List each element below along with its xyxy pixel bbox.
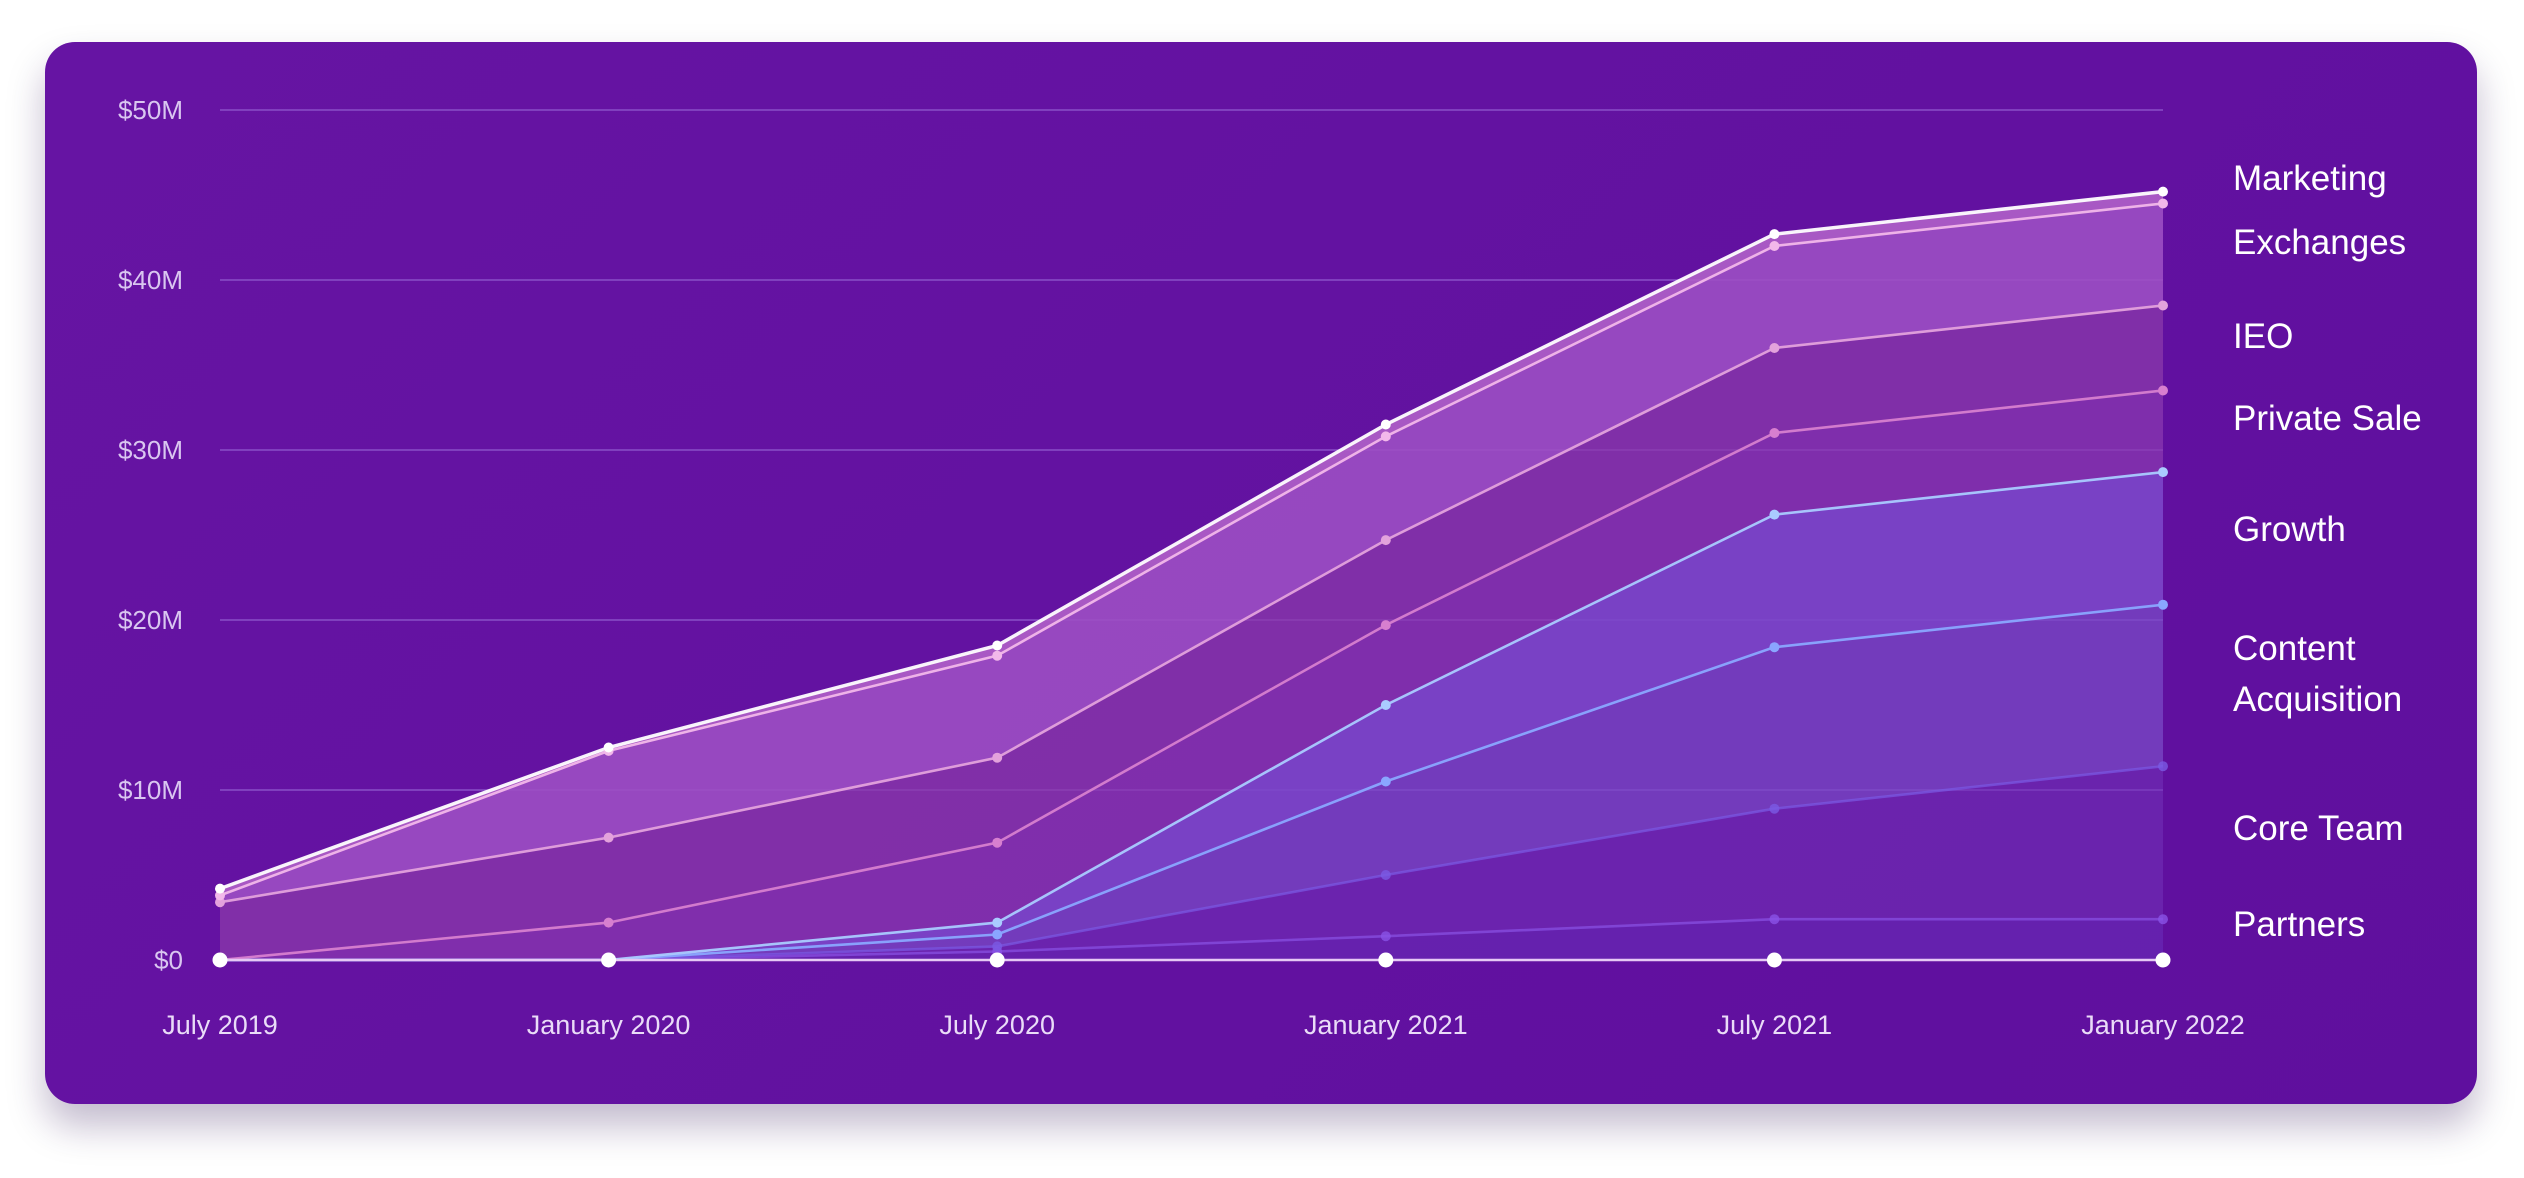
data-point bbox=[992, 650, 1003, 661]
area-bands bbox=[220, 191, 2163, 960]
data-point bbox=[603, 832, 614, 843]
area-ieo bbox=[220, 305, 2163, 960]
legend-item: Partners bbox=[2233, 905, 2365, 944]
legend-item: Marketing bbox=[2233, 159, 2387, 198]
data-point bbox=[1769, 509, 1780, 520]
y-tick-label: $0 bbox=[154, 945, 183, 975]
baseline-point bbox=[989, 952, 1005, 968]
data-point bbox=[992, 752, 1003, 763]
data-point bbox=[2158, 761, 2168, 772]
baseline-point bbox=[212, 952, 228, 968]
data-point bbox=[1380, 776, 1391, 787]
y-tick-label: $50M bbox=[118, 95, 183, 125]
y-axis-ticks: $0 $10M $20M $30M $40M $50M bbox=[118, 95, 183, 975]
legend-item: Growth bbox=[2233, 510, 2346, 549]
data-point bbox=[992, 837, 1003, 848]
y-tick-label: $10M bbox=[118, 775, 183, 805]
x-tick-label: July 2021 bbox=[1717, 1010, 1833, 1040]
baseline-point bbox=[2155, 952, 2171, 968]
line-marketing bbox=[219, 189, 2164, 891]
data-point bbox=[603, 917, 614, 928]
data-point bbox=[1769, 428, 1780, 438]
data-point bbox=[1380, 700, 1391, 710]
y-tick-label: $40M bbox=[118, 265, 183, 295]
area-private-sale bbox=[220, 390, 2163, 960]
stacked-area-chart: $0 $10M $20M $30M $40M $50M July 2019 January … bbox=[118, 95, 2422, 1040]
data-point bbox=[2158, 467, 2168, 478]
baseline-point bbox=[1766, 952, 1782, 968]
area-content-acquisition bbox=[220, 604, 2163, 960]
data-point bbox=[2158, 385, 2168, 396]
line-private-sale bbox=[219, 389, 2164, 962]
data-point bbox=[1380, 931, 1391, 942]
data-point bbox=[1380, 419, 1391, 430]
x-tick-label: July 2020 bbox=[939, 1010, 1055, 1040]
data-point bbox=[1769, 229, 1780, 240]
data-point bbox=[992, 917, 1003, 928]
data-point bbox=[1380, 535, 1391, 546]
chart-card: $0 $10M $20M $30M $40M $50M July 2019 January … bbox=[45, 42, 2477, 1104]
legend: Marketing Exchanges IEO Private Sale Growth C… bbox=[2233, 159, 2422, 944]
data-point bbox=[2158, 300, 2168, 311]
data-point bbox=[992, 929, 1003, 940]
area-growth bbox=[220, 472, 2163, 960]
data-point bbox=[603, 742, 614, 753]
y-tick-label: $30M bbox=[118, 435, 183, 465]
data-point bbox=[2158, 186, 2168, 197]
legend-item: Private Sale bbox=[2233, 399, 2422, 438]
series-lines bbox=[219, 189, 2164, 962]
legend-item: Core Team bbox=[2233, 809, 2404, 848]
x-tick-label: July 2019 bbox=[162, 1010, 278, 1040]
data-point bbox=[215, 883, 225, 894]
legend-item: IEO bbox=[2233, 317, 2293, 356]
data-point bbox=[992, 640, 1003, 651]
data-point bbox=[2158, 914, 2168, 925]
data-point bbox=[1769, 343, 1780, 353]
data-point bbox=[1769, 803, 1780, 814]
data-point bbox=[1769, 241, 1780, 251]
legend-item: Exchanges bbox=[2233, 223, 2406, 262]
x-axis-ticks: July 2019 January 2020 July 2020 January 20… bbox=[162, 1010, 2245, 1040]
x-tick-label: January 2021 bbox=[1304, 1010, 1468, 1040]
baseline-point bbox=[601, 952, 617, 968]
data-point bbox=[992, 941, 1003, 952]
data-point bbox=[1380, 431, 1391, 442]
area-partners bbox=[220, 919, 2163, 960]
x-tick-label: January 2022 bbox=[2081, 1010, 2245, 1040]
area-core-team bbox=[220, 766, 2163, 960]
line-ieo bbox=[219, 304, 2164, 904]
data-point bbox=[1769, 642, 1780, 653]
data-point bbox=[1380, 870, 1391, 880]
x-tick-label: January 2020 bbox=[527, 1010, 691, 1040]
area-marketing bbox=[220, 191, 2163, 896]
data-points bbox=[212, 186, 2171, 968]
y-tick-label: $20M bbox=[118, 605, 183, 635]
baseline-point bbox=[1378, 952, 1394, 968]
legend-item: Content Acquisition bbox=[2233, 629, 2402, 719]
line-exchanges bbox=[219, 202, 2164, 897]
data-point bbox=[1769, 914, 1780, 925]
data-point bbox=[1380, 620, 1391, 631]
data-point bbox=[2158, 599, 2168, 610]
data-point bbox=[2158, 198, 2168, 209]
